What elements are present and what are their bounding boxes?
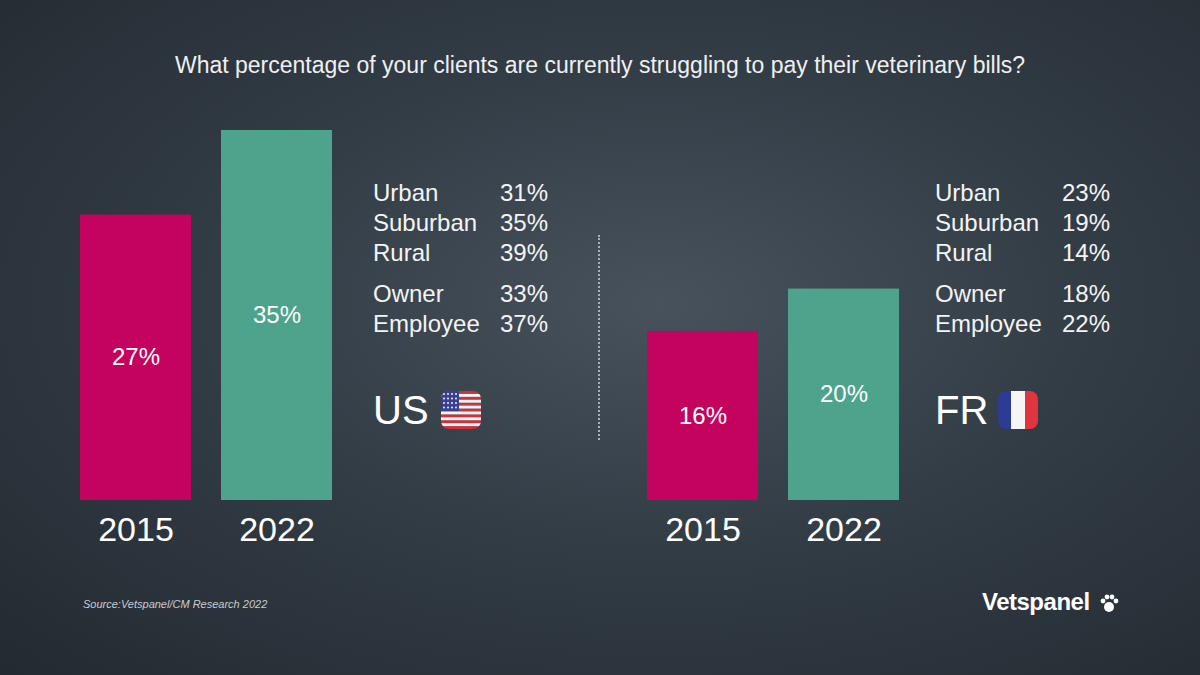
html-text:Source:Vetspanel/CM Research 2: Source:Vetspanel/CM Research 2022 <box>83 598 268 610</box>
html-text:Urban: Urban <box>935 179 1001 206</box>
html-text:US: US <box>373 388 429 432</box>
html-text:Vetspanel: Vetspanel <box>982 588 1090 615</box>
html-text:35%: 35% <box>500 209 548 236</box>
html-text:18%: 18% <box>1062 280 1110 307</box>
svg-text:35%: 35% <box>253 301 301 328</box>
svg-text:2015: 2015 <box>665 510 741 548</box>
html-text:33%: 33% <box>500 280 548 307</box>
html-text:14%: 14% <box>1062 239 1110 266</box>
html-text:39%: 39% <box>500 239 548 266</box>
html-text:Owner: Owner <box>373 280 444 307</box>
html-text:Owner: Owner <box>935 280 1006 307</box>
svg-text:16%: 16% <box>679 402 727 429</box>
html-text:Suburban: Suburban <box>935 209 1040 236</box>
html-text:19%: 19% <box>1062 209 1110 236</box>
html-text:Suburban: Suburban <box>373 209 478 236</box>
html-text:Urban: Urban <box>373 179 439 206</box>
html-text:What percentage of your client: What percentage of your clients are curr… <box>174 52 1026 78</box>
svg-text:2015: 2015 <box>98 510 174 548</box>
html-text:37%: 37% <box>500 310 548 337</box>
svg-text:2022: 2022 <box>239 510 315 548</box>
html-text:FR: FR <box>935 388 989 432</box>
html-text:Employee: Employee <box>935 310 1042 337</box>
html-text:Rural: Rural <box>373 239 431 266</box>
html-text:Employee: Employee <box>373 310 480 337</box>
html-text:23%: 23% <box>1062 179 1110 206</box>
svg-text:20%: 20% <box>820 380 868 407</box>
svg-text:27%: 27% <box>112 343 160 370</box>
html-text:Rural: Rural <box>935 239 993 266</box>
html-text:31%: 31% <box>500 179 548 206</box>
svg-text:2022: 2022 <box>806 510 882 548</box>
html-text:22%: 22% <box>1062 310 1110 337</box>
